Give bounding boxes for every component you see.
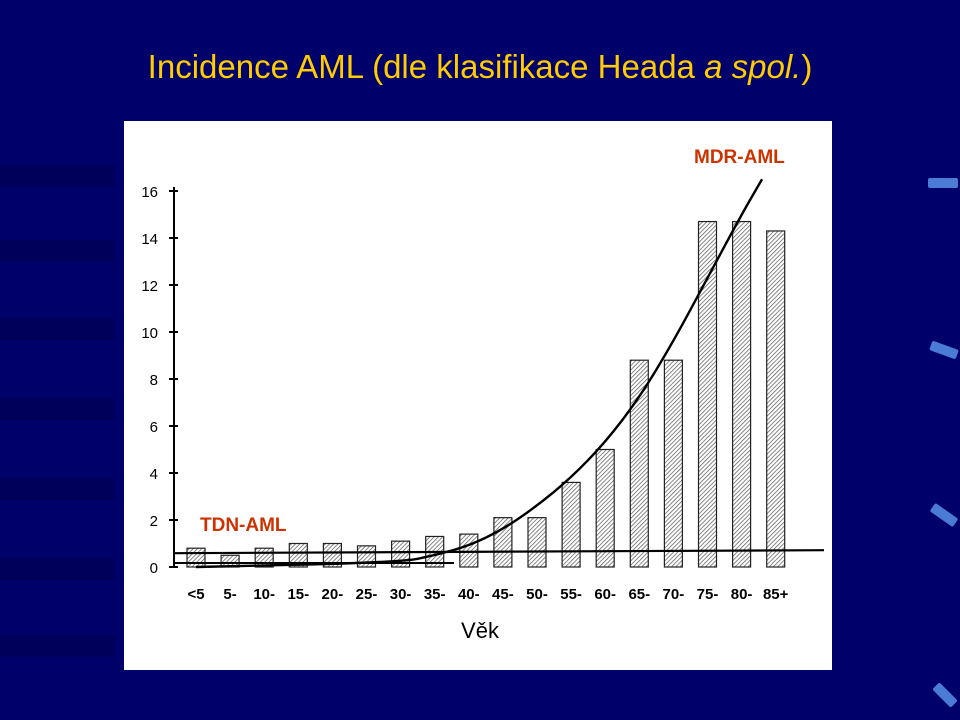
y-tick-label: 16 — [141, 184, 158, 201]
bar — [731, 220, 752, 568]
x-tick-label: 35- — [424, 586, 446, 603]
x-tick-label: 5- — [223, 586, 236, 603]
bg-stripe — [0, 558, 115, 580]
x-tick-label: 40- — [458, 586, 480, 603]
bar — [697, 220, 718, 568]
x-tick-label: 10- — [253, 586, 275, 603]
y-tick-label: 12 — [141, 278, 158, 295]
title-italic: a spol. — [704, 48, 802, 85]
bar — [288, 542, 308, 568]
mdr-aml-curve — [195, 178, 764, 569]
bg-dash — [929, 502, 959, 528]
bg-stripe — [0, 240, 115, 262]
x-axis-label: Věk — [461, 618, 500, 643]
bar — [595, 448, 615, 568]
bar — [459, 533, 479, 568]
title-main: Incidence AML (dle klasifikace Heada — [147, 48, 705, 85]
x-tick-label: 60- — [594, 586, 616, 603]
y-tick-label: 14 — [141, 231, 158, 248]
bar — [561, 481, 581, 568]
chart-panel: 0 2 4 6 8 10 12 14 16 <5 5- 10- 15- 20- 25- 30- 35- 40- 45… — [124, 121, 832, 670]
bar — [629, 359, 649, 568]
y-tick-label: 8 — [150, 372, 158, 389]
x-tick-label: 80- — [731, 586, 753, 603]
bar — [527, 517, 547, 568]
x-tick-label: 15- — [287, 586, 309, 603]
bg-stripe — [0, 318, 115, 340]
bg-dash — [929, 340, 959, 360]
x-tick-label: 45- — [492, 586, 514, 603]
tdn-aml-line — [173, 549, 825, 555]
y-tick-label: 6 — [150, 419, 158, 436]
mdr-aml-label: MDR-AML — [694, 147, 785, 168]
bar — [766, 230, 786, 568]
bg-stripe — [0, 165, 115, 187]
bar — [322, 542, 342, 568]
y-tick-label: 4 — [150, 466, 158, 483]
x-tick-label: 85+ — [763, 586, 789, 603]
bg-stripe — [0, 635, 115, 657]
bg-dash — [932, 682, 958, 708]
x-tick-label: <5 — [187, 586, 204, 603]
tdn-aml-label: TDN-AML — [200, 515, 287, 536]
y-tick-label: 10 — [141, 325, 158, 342]
x-tick-label: 25- — [356, 586, 378, 603]
x-tick-label: 75- — [697, 586, 719, 603]
bg-stripe — [0, 398, 115, 420]
bar — [663, 359, 684, 568]
x-tick-label: 20- — [322, 586, 344, 603]
chart: 0 2 4 6 8 10 12 14 16 <5 5- 10- 15- 20- 25- 30- 35- 40- 45… — [141, 147, 825, 643]
y-tick-label: 0 — [150, 560, 158, 577]
bar — [186, 547, 206, 568]
x-tick-label: 70- — [663, 586, 685, 603]
y-tick-label: 2 — [150, 513, 158, 530]
x-tick-label: 55- — [560, 586, 582, 603]
slide-title: Incidence AML (dle klasifikace Heada a s… — [0, 48, 960, 86]
x-tick-label: 50- — [526, 586, 548, 603]
bg-dash — [928, 178, 958, 188]
title-end: ) — [801, 48, 813, 85]
bg-stripe — [0, 478, 115, 500]
x-tick-label: 30- — [390, 586, 412, 603]
x-tick-label: 65- — [628, 586, 650, 603]
